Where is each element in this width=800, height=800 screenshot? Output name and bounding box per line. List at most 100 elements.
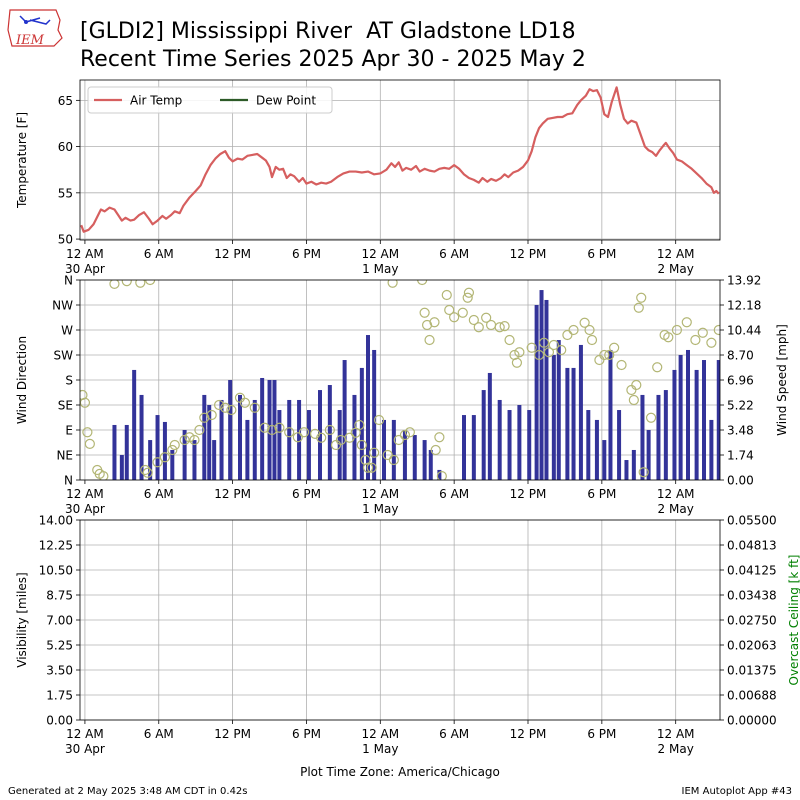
wind-direction-point [543, 347, 555, 358]
x-tick-label: 12 AM [361, 487, 399, 501]
wind-speed-bar [586, 410, 591, 480]
wind-direction-point [628, 394, 639, 406]
wind-direction-point [80, 397, 91, 408]
y-tick-label: NW [52, 299, 73, 313]
wind-speed-bar [686, 349, 690, 480]
footer-right: IEM Autoplot App #43 [682, 786, 792, 797]
wind-direction-point [421, 319, 433, 331]
y-tick-label: 1.75 [46, 689, 73, 703]
y2-tick-label: 0.05500 [727, 514, 777, 528]
wind-direction-point [292, 432, 303, 443]
wind-speed-bar [412, 435, 417, 480]
wind-direction-point [226, 404, 237, 416]
wind-direction-point [417, 280, 428, 286]
wind-speed-bar [252, 399, 257, 480]
footer-left: Generated at 2 May 2025 3:48 AM CDT in 0… [8, 786, 248, 797]
wind-speed-bar [219, 399, 224, 480]
wind-speed-bar [382, 419, 386, 480]
y2-tick-label: 0.01375 [727, 664, 777, 678]
wind-direction-point [388, 454, 399, 466]
wind-speed-bar [507, 410, 512, 480]
wind-direction-point [548, 339, 559, 351]
x-tick-date: 1 May [362, 742, 398, 756]
wind-speed-bar [342, 360, 347, 480]
wind-speed-bar [277, 410, 282, 480]
wind-speed-bar [556, 340, 561, 480]
y2-tick-label: 0.02750 [727, 614, 777, 628]
wind-speed-bar [709, 419, 714, 480]
wind-direction-point [463, 287, 475, 298]
x-tick-label: 12 PM [510, 247, 547, 261]
x-tick-label: 12 PM [214, 487, 251, 501]
y2-tick-label: 1.74 [727, 449, 754, 463]
wind-direction-point [169, 439, 180, 451]
logo-outline [7, 9, 63, 47]
wind-speed-bar [306, 410, 311, 480]
wind-speed-bar [287, 399, 292, 480]
y2-tick-label: 0.03438 [727, 589, 777, 603]
y-tick-label: 60 [58, 140, 73, 154]
wind-direction-point [568, 324, 579, 336]
wind-direction-point [449, 312, 460, 323]
wind-direction-point [399, 429, 411, 441]
y2-tick-label: 10.44 [727, 324, 761, 338]
wind-speed-bar [245, 419, 250, 480]
x-tick-label: 12 AM [66, 727, 104, 741]
wind-direction-point [609, 342, 620, 353]
y-axis-label: Visibility [miles] [15, 572, 29, 667]
wind-speed-bar [624, 460, 629, 480]
x-tick-label: 12 PM [214, 727, 251, 741]
wind-speed-bar [437, 469, 442, 480]
wind-direction-point [636, 292, 647, 303]
x-tick-label: 6 PM [292, 727, 321, 741]
wind-direction-point [645, 412, 657, 423]
wind-speed-bar [694, 369, 699, 480]
wind-direction-point [579, 317, 590, 328]
wind-speed-bar [260, 377, 265, 480]
axes-frame [79, 79, 721, 241]
y-tick-label: 5.25 [46, 639, 73, 653]
wind-direction-point [681, 317, 692, 328]
wind-speed-bar [631, 449, 636, 480]
wind-direction-point [194, 424, 205, 436]
wind-direction-point [504, 334, 515, 346]
wind-speed-bar [481, 390, 486, 480]
wind-direction-point [430, 444, 441, 456]
wind-direction-point [142, 467, 153, 478]
wind-direction-point [481, 312, 492, 323]
y-tick-label: S [65, 374, 73, 388]
wind-direction-point [538, 337, 550, 348]
wind-direction-point [393, 434, 404, 446]
wind-speed-bar [207, 405, 212, 480]
wind-direction-point [109, 280, 120, 289]
wind-direction-point [274, 422, 285, 433]
wind-speed-bar [678, 355, 683, 480]
y-tick-label: 12.25 [39, 539, 73, 553]
y-tick-label: 55 [58, 186, 73, 200]
wind-direction-point [184, 432, 195, 443]
wind-direction-point [145, 280, 156, 286]
y-tick-label: 65 [58, 94, 73, 108]
wind-direction-point [429, 317, 440, 328]
wind-direction-point [220, 402, 231, 413]
wind-speed-bar [527, 410, 532, 480]
wind-direction-point [98, 471, 109, 480]
y2-tick-label: 3.48 [727, 424, 754, 438]
y2-tick-label: 12.18 [727, 299, 761, 313]
wind-speed-bar [238, 394, 242, 480]
wind-direction-point [604, 349, 615, 361]
x-tick-date: 1 May [362, 502, 398, 516]
wind-speed-bar [551, 355, 556, 480]
wind-speed-bar [471, 415, 476, 480]
wind-speed-bar [155, 415, 160, 480]
wind-direction-point [616, 359, 627, 371]
wind-direction-point [652, 362, 663, 373]
wind-direction-point [213, 399, 225, 411]
wind-speed-bar [539, 290, 544, 480]
wind-direction-point [511, 357, 523, 368]
series-line [80, 86, 720, 233]
wind-direction-point [468, 314, 479, 326]
y2-tick-label: 13.92 [727, 274, 761, 288]
y2-tick-label: 0.00000 [727, 714, 777, 728]
wind-speed-bar [359, 367, 364, 480]
